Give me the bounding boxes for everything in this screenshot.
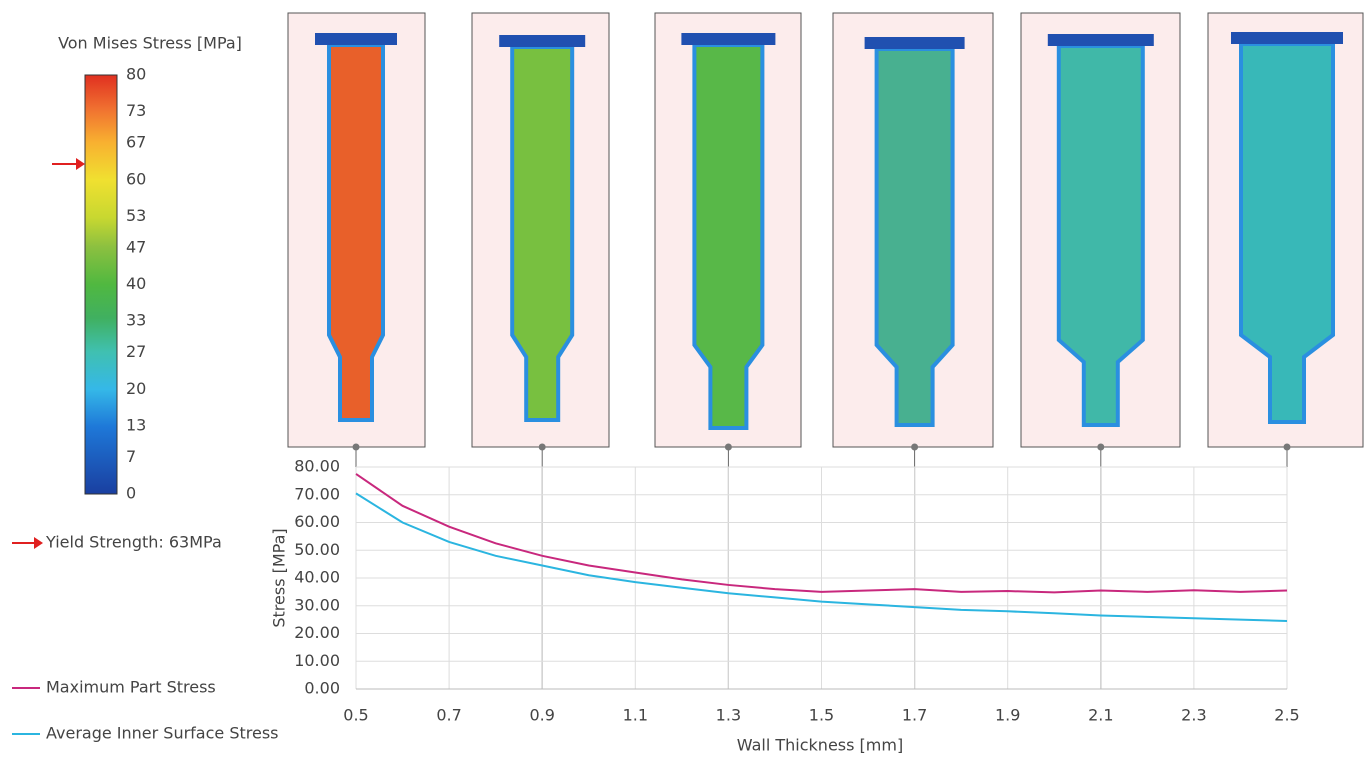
x-tick-label: 2.1 bbox=[1088, 706, 1113, 725]
colorbar-tick-label: 7 bbox=[126, 447, 136, 466]
connector-dot bbox=[1284, 444, 1291, 451]
y-tick-label: 70.00 bbox=[294, 484, 340, 503]
x-tick-label: 0.7 bbox=[436, 706, 461, 725]
connector-dot bbox=[911, 444, 918, 451]
colorbar-title: Von Mises Stress [MPa] bbox=[58, 34, 242, 53]
x-tick-label: 2.3 bbox=[1181, 706, 1206, 725]
colorbar-tick-label: 40 bbox=[126, 274, 146, 293]
connector-dot bbox=[539, 444, 546, 451]
x-tick-label: 1.3 bbox=[716, 706, 741, 725]
connector-dot bbox=[725, 444, 732, 451]
y-tick-label: 50.00 bbox=[294, 540, 340, 559]
colorbar-tick-label: 47 bbox=[126, 237, 146, 256]
colorbar-tick-label: 67 bbox=[126, 133, 146, 152]
colorbar bbox=[85, 75, 117, 494]
part-flange bbox=[1231, 32, 1343, 44]
colorbar-tick-label: 80 bbox=[126, 65, 146, 84]
part-flange bbox=[1048, 34, 1154, 46]
y-axis-label: Stress [MPa] bbox=[270, 528, 289, 627]
colorbar-tick-label: 13 bbox=[126, 415, 146, 434]
colorbar-tick-label: 0 bbox=[126, 484, 136, 503]
legend-label: Maximum Part Stress bbox=[46, 678, 216, 697]
x-axis-label: Wall Thickness [mm] bbox=[737, 736, 903, 755]
colorbar-tick-label: 60 bbox=[126, 169, 146, 188]
legend-label: Average Inner Surface Stress bbox=[46, 724, 279, 743]
y-tick-label: 40.00 bbox=[294, 568, 340, 587]
part-flange bbox=[681, 33, 775, 45]
part-flange bbox=[865, 37, 965, 49]
colorbar-tick-label: 53 bbox=[126, 206, 146, 225]
connector-dot bbox=[1097, 444, 1104, 451]
colorbar-tick-label: 20 bbox=[126, 379, 146, 398]
colorbar-tick-label: 27 bbox=[126, 342, 146, 361]
y-tick-label: 20.00 bbox=[294, 623, 340, 642]
x-tick-label: 1.7 bbox=[902, 706, 927, 725]
snapshot-panels bbox=[288, 13, 1363, 447]
part-flange bbox=[315, 33, 397, 45]
x-tick-label: 1.9 bbox=[995, 706, 1020, 725]
x-tick-label: 1.1 bbox=[623, 706, 648, 725]
part-flange bbox=[499, 35, 585, 47]
y-tick-label: 80.00 bbox=[294, 457, 340, 476]
connector-dot bbox=[353, 444, 360, 451]
legend-arrowhead bbox=[34, 537, 43, 549]
colorbar-tick-label: 33 bbox=[126, 311, 146, 330]
figure: Von Mises Stress [MPa] Stress [MPa] Wall… bbox=[0, 0, 1368, 757]
y-tick-label: 60.00 bbox=[294, 512, 340, 531]
y-tick-label: 10.00 bbox=[294, 651, 340, 670]
y-tick-label: 0.00 bbox=[304, 679, 340, 698]
yield-label: Yield Strength: 63MPa bbox=[45, 533, 222, 552]
y-tick-label: 30.00 bbox=[294, 595, 340, 614]
x-tick-label: 0.5 bbox=[343, 706, 368, 725]
yield-arrowhead bbox=[76, 158, 85, 170]
x-tick-label: 2.5 bbox=[1274, 706, 1299, 725]
x-tick-label: 0.9 bbox=[529, 706, 554, 725]
colorbar-tick-label: 73 bbox=[126, 101, 146, 120]
x-tick-label: 1.5 bbox=[809, 706, 834, 725]
